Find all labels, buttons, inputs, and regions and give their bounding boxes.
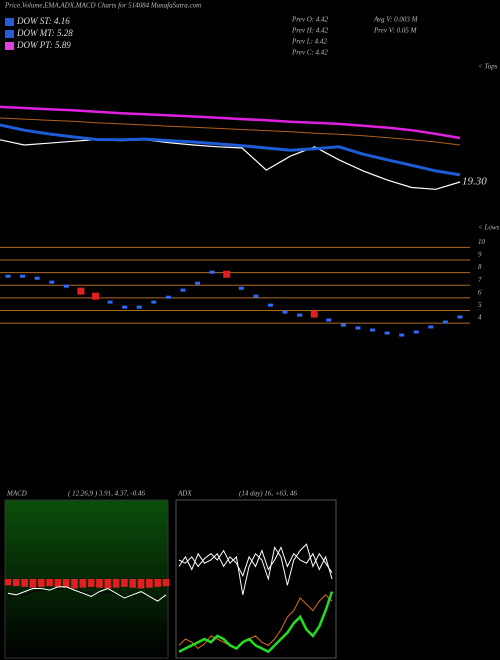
histogram-bar xyxy=(162,579,170,587)
histogram-bar xyxy=(29,579,37,588)
histogram-bar xyxy=(96,579,103,588)
histogram-bar xyxy=(4,579,12,586)
y-tick-label: 5 xyxy=(478,301,482,309)
series-line xyxy=(8,588,167,601)
histogram-bar xyxy=(37,579,45,587)
histogram-bar xyxy=(21,579,28,587)
stat: Prev C: 4.42 xyxy=(291,49,328,57)
dot xyxy=(428,325,434,329)
dot xyxy=(370,328,376,332)
panel-subtitle: (14 day) 16, +63, 46 xyxy=(239,490,297,498)
dot xyxy=(457,315,463,319)
y-tick-label: 19.30 xyxy=(462,175,487,187)
histogram-bar xyxy=(129,579,137,588)
stat: Prev L: 4.42 xyxy=(291,38,327,46)
legend-label: DOW PT: 5.89 xyxy=(16,40,71,50)
y-tick-label: 6 xyxy=(478,288,482,296)
series-line xyxy=(0,117,461,146)
dot xyxy=(223,270,231,278)
tops-label: < Tops xyxy=(478,63,498,71)
y-tick-label: 10 xyxy=(478,238,486,246)
series-line xyxy=(178,594,333,650)
dot xyxy=(282,310,288,314)
histogram-bar xyxy=(62,579,70,588)
dot xyxy=(20,274,26,278)
dot xyxy=(442,320,448,324)
series-line xyxy=(0,123,461,177)
series-line xyxy=(178,543,333,595)
histogram-bar xyxy=(137,579,145,589)
stat: Avg V: 0.003 M xyxy=(373,16,419,24)
legend-swatch xyxy=(5,18,14,26)
histogram-bar xyxy=(146,579,153,588)
histogram-bar xyxy=(46,579,53,587)
y-tick-label: 9 xyxy=(478,251,482,259)
dot xyxy=(77,287,85,295)
page-title: Price,Volume,EMA,ADX,MACD Charts for 514… xyxy=(4,2,201,10)
lows-label: < Lows xyxy=(478,224,500,232)
dot xyxy=(195,281,201,285)
dot xyxy=(122,305,128,309)
legend-label: DOW ST: 4.16 xyxy=(16,16,70,26)
dot xyxy=(180,288,186,292)
panel-title: MACD xyxy=(6,490,27,498)
histogram-bar xyxy=(104,579,112,589)
y-tick-label: 7 xyxy=(478,276,482,284)
legend-swatch xyxy=(5,42,14,50)
series-line xyxy=(178,546,333,580)
dot xyxy=(399,333,405,337)
histogram-bar xyxy=(79,579,87,588)
dot xyxy=(238,286,244,290)
stat: Prev V: 0.05 M xyxy=(373,27,418,35)
histogram-bar xyxy=(154,579,162,587)
dot xyxy=(340,323,346,327)
dot xyxy=(136,305,142,309)
histogram-bar xyxy=(54,579,62,587)
dot xyxy=(165,295,171,299)
dot xyxy=(267,303,273,307)
panel-subtitle: ( 12,26,9 ) 3.91, 4.37, -0.46 xyxy=(68,490,145,498)
dot xyxy=(253,294,259,298)
histogram-bar xyxy=(112,579,120,588)
histogram-bar xyxy=(12,579,20,587)
dot xyxy=(355,326,361,330)
series-line xyxy=(0,138,461,190)
legend-swatch xyxy=(5,30,14,38)
dot xyxy=(5,274,11,278)
dot xyxy=(49,280,55,284)
histogram-bar xyxy=(87,579,95,587)
series-line xyxy=(7,586,167,602)
dot xyxy=(63,284,69,288)
dot xyxy=(91,292,99,300)
series-line xyxy=(0,105,461,140)
panel-title: ADX xyxy=(177,490,192,498)
dot xyxy=(151,300,157,304)
series-line xyxy=(178,591,334,654)
dot xyxy=(413,330,419,334)
dot xyxy=(310,310,318,318)
y-tick-label: 4 xyxy=(478,314,482,322)
stat: Prev H: 4.42 xyxy=(291,27,329,35)
dot xyxy=(209,270,215,274)
y-tick-label: 8 xyxy=(478,263,482,271)
legend-label: DOW MT: 5.28 xyxy=(16,28,73,38)
histogram-bar xyxy=(121,579,128,587)
histogram-bar xyxy=(71,579,78,589)
dot xyxy=(384,331,390,335)
dot xyxy=(107,300,113,304)
stat: Prev O: 4.42 xyxy=(291,16,329,24)
dot xyxy=(297,313,303,317)
dot xyxy=(34,276,40,280)
dot xyxy=(326,318,332,322)
